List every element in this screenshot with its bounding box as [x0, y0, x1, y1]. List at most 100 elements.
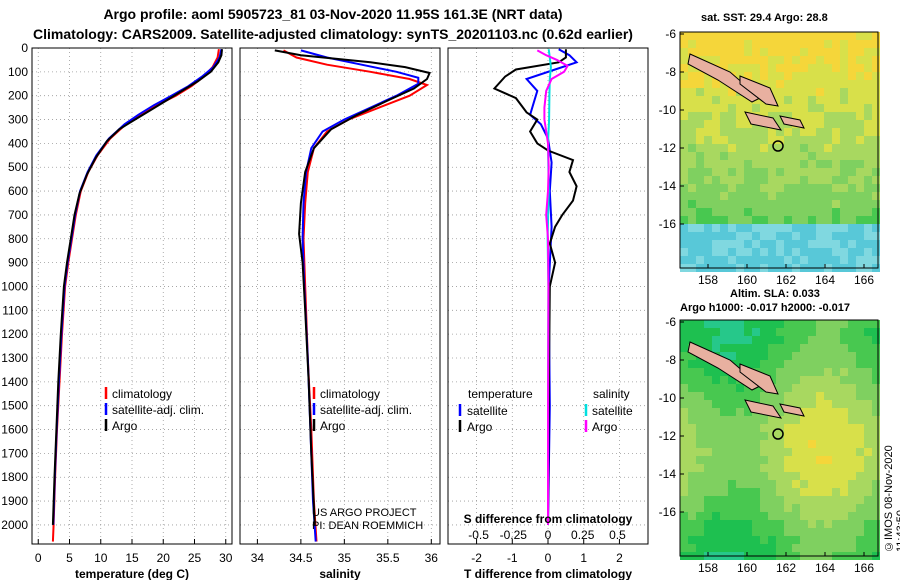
map-cell: [832, 80, 840, 88]
map-cell: [800, 480, 808, 488]
map-cell: [736, 384, 744, 392]
map-cell: [872, 480, 880, 488]
map-cell: [840, 512, 848, 520]
map-cell: [680, 416, 688, 424]
x-tick-label: 5: [66, 551, 73, 565]
map-cell: [680, 480, 688, 488]
map-cell: [840, 120, 848, 128]
map-cell: [832, 72, 840, 80]
map-cell: [800, 144, 808, 152]
map-cell: [792, 544, 800, 552]
map-cell: [856, 88, 864, 96]
map-cell: [856, 128, 864, 136]
map-cell: [824, 448, 832, 456]
map-cell: [728, 200, 736, 208]
map-cell: [816, 496, 824, 504]
x-tick-label: 2: [616, 551, 623, 565]
map-cell: [680, 344, 688, 352]
map-cell: [840, 200, 848, 208]
map-cell: [688, 424, 696, 432]
map-cell: [720, 464, 728, 472]
map-cell: [704, 256, 712, 264]
map-cell: [800, 96, 808, 104]
map-cell: [800, 72, 808, 80]
map-cell: [856, 232, 864, 240]
map-cell: [840, 544, 848, 552]
map-cell: [816, 168, 824, 176]
map-cell: [864, 464, 872, 472]
map-cell: [712, 48, 720, 56]
map-cell: [720, 376, 728, 384]
map-cell: [688, 528, 696, 536]
map-cell: [864, 152, 872, 160]
map-cell: [704, 48, 712, 56]
map-cell: [696, 200, 704, 208]
map-cell: [856, 512, 864, 520]
map-cell: [840, 376, 848, 384]
map-cell: [840, 112, 848, 120]
map-cell: [824, 464, 832, 472]
map-cell: [808, 224, 816, 232]
map-cell: [720, 496, 728, 504]
map-cell: [816, 320, 824, 328]
map-cell: [816, 344, 824, 352]
map-x-tick-label: 158: [698, 561, 718, 575]
map-cell: [736, 200, 744, 208]
map-cell: [744, 432, 752, 440]
map-cell: [768, 152, 776, 160]
map-cell: [776, 40, 784, 48]
map-cell: [744, 528, 752, 536]
map-cell: [832, 200, 840, 208]
map-cell: [784, 40, 792, 48]
map-cell: [824, 144, 832, 152]
map-cell: [800, 80, 808, 88]
map-cell: [808, 104, 816, 112]
map-cell: [808, 344, 816, 352]
map-cell: [704, 448, 712, 456]
map-cell: [768, 328, 776, 336]
map-cell: [720, 504, 728, 512]
map-y-tick-label: -8: [665, 65, 676, 79]
map-cell: [792, 184, 800, 192]
map-cell: [752, 184, 760, 192]
map-cell: [824, 184, 832, 192]
map-cell: [848, 72, 856, 80]
map-cell: [704, 504, 712, 512]
map-cell: [688, 384, 696, 392]
map-cell: [864, 120, 872, 128]
map-cell: [840, 152, 848, 160]
map-cell: [856, 416, 864, 424]
map-cell: [768, 448, 776, 456]
map-cell: [744, 168, 752, 176]
map-cell: [816, 208, 824, 216]
float-position-marker: [772, 140, 784, 152]
map-cell: [784, 416, 792, 424]
map-cell: [720, 184, 728, 192]
map-cell: [720, 448, 728, 456]
y-tick-label: 1200: [1, 327, 28, 341]
map-cell: [712, 168, 720, 176]
map-cell: [696, 416, 704, 424]
map-cell: [688, 256, 696, 264]
map-cell: [816, 128, 824, 136]
map-cell: [832, 472, 840, 480]
map-cell: [824, 208, 832, 216]
map-cell: [824, 528, 832, 536]
map-cell: [728, 248, 736, 256]
map-cell: [816, 408, 824, 416]
map-cell: [696, 96, 704, 104]
map-cell: [848, 440, 856, 448]
map-cell: [856, 216, 864, 224]
map-cell: [760, 424, 768, 432]
map-cell: [744, 64, 752, 72]
map-cell: [744, 424, 752, 432]
map-cell: [744, 440, 752, 448]
map-cell: [840, 496, 848, 504]
map-cell: [704, 192, 712, 200]
map-cell: [848, 392, 856, 400]
map-cell: [768, 464, 776, 472]
map-cell: [776, 544, 784, 552]
map-cell: [808, 40, 816, 48]
map-cell: [864, 80, 872, 88]
map-cell: [816, 520, 824, 528]
